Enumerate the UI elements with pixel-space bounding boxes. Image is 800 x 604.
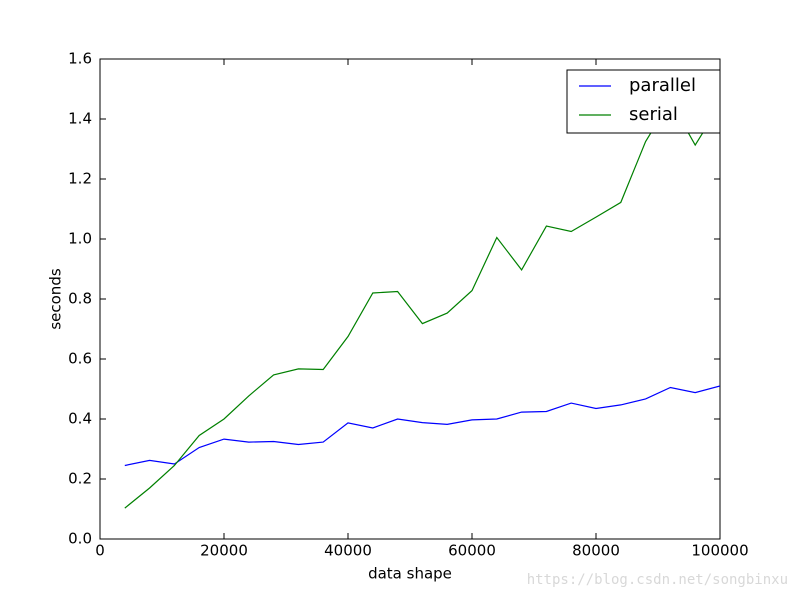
x-tick-label: 20000 — [200, 542, 248, 560]
y-tick-label: 0.2 — [68, 470, 92, 488]
x-tick-label: 60000 — [448, 542, 496, 560]
y-axis-label: seconds — [47, 268, 65, 329]
x-tick-label: 0 — [95, 542, 105, 560]
y-tick-label: 1.0 — [68, 230, 92, 248]
watermark: https://blog.csdn.net/songbinxu — [527, 572, 788, 588]
y-tick-label: 0.0 — [68, 530, 92, 548]
legend-label: parallel — [629, 75, 696, 96]
data-line — [124, 99, 720, 509]
legend-box — [566, 69, 721, 134]
legend-label: serial — [629, 104, 678, 125]
y-tick-label: 0.8 — [68, 290, 92, 308]
y-tick-label: 1.2 — [68, 170, 92, 188]
x-axis-label: data shape — [368, 565, 452, 583]
y-tick-label: 1.4 — [68, 110, 92, 128]
x-tick-label: 80000 — [572, 542, 620, 560]
y-tick-label: 0.4 — [68, 410, 92, 428]
y-tick-label: 1.6 — [68, 50, 92, 68]
data-line — [124, 385, 720, 467]
x-tick-label: 100000 — [691, 542, 748, 560]
y-tick-label: 0.6 — [68, 350, 92, 368]
x-tick-label: 40000 — [324, 542, 372, 560]
plot-frame — [99, 58, 721, 540]
